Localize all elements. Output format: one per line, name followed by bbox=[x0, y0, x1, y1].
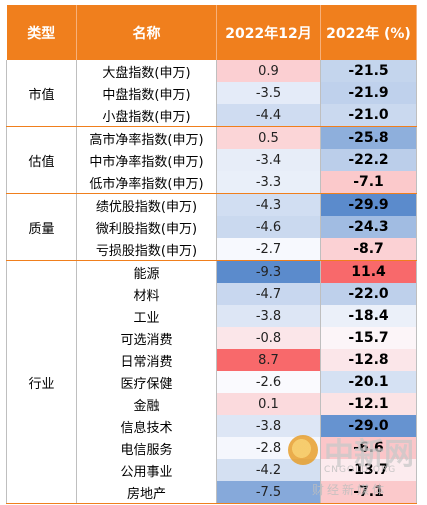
month-return-cell: -4.4 bbox=[216, 104, 321, 127]
year-return-cell: -15.7 bbox=[320, 327, 417, 349]
table-row: 行业 能源 -9.3 11.4 bbox=[6, 260, 417, 504]
table-row: 估值 高市净率指数(申万) 0.5 -25.8 bbox=[6, 126, 417, 194]
index-name-cell: 工业 bbox=[76, 305, 217, 327]
table-body: 市值 大盘指数(申万) 0.9 -21.5 中盘指数(申万) -3.5 -21.9 小盘指数(… bbox=[6, 60, 417, 504]
month-return-cell: -2.8 bbox=[216, 437, 321, 459]
month-return-cell: 0.9 bbox=[216, 60, 321, 82]
year-return-cell: -12.1 bbox=[320, 393, 417, 415]
year-return-cell: -20.1 bbox=[320, 371, 417, 393]
index-name-cell: 高市净率指数(申万) bbox=[76, 126, 217, 149]
table-row: 工业 -3.8 -18.4 bbox=[7, 305, 417, 327]
month-return-cell: -0.8 bbox=[216, 327, 321, 349]
header-year: 2022年 (%) bbox=[320, 5, 417, 60]
category-cell: 质量 bbox=[6, 193, 77, 261]
index-name-cell: 小盘指数(申万) bbox=[76, 104, 217, 127]
year-return-cell: -8.7 bbox=[320, 238, 417, 261]
table-row: 亏损股指数(申万) -2.7 -8.7 bbox=[7, 238, 417, 261]
index-name-cell: 大盘指数(申万) bbox=[76, 60, 217, 82]
index-returns-table: 类型 名称 2022年12月 2022年 (%) 市值 大盘指数(申万) 0.9 -2… bbox=[6, 5, 417, 504]
month-return-cell: -4.7 bbox=[216, 283, 321, 305]
index-name-cell: 金融 bbox=[76, 393, 217, 415]
index-name-cell: 低市净率指数(申万) bbox=[76, 171, 217, 194]
year-return-cell: -12.8 bbox=[320, 349, 417, 371]
header-row: 类型 名称 2022年12月 2022年 (%) bbox=[6, 5, 417, 60]
index-name-cell: 房地产 bbox=[76, 481, 217, 504]
year-return-cell: -6.6 bbox=[320, 437, 417, 459]
table-row: 日常消费 8.7 -12.8 bbox=[7, 349, 417, 371]
table-row: 中盘指数(申万) -3.5 -21.9 bbox=[7, 82, 417, 104]
table-row: 信息技术 -3.8 -29.0 bbox=[7, 415, 417, 437]
index-name-cell: 微利股指数(申万) bbox=[76, 216, 217, 238]
month-return-cell: -3.5 bbox=[216, 82, 321, 104]
month-return-cell: -4.2 bbox=[216, 459, 321, 481]
index-name-cell: 亏损股指数(申万) bbox=[76, 238, 217, 261]
month-return-cell: -3.4 bbox=[216, 149, 321, 171]
table-row: 小盘指数(申万) -4.4 -21.0 bbox=[7, 104, 417, 127]
index-name-cell: 中盘指数(申万) bbox=[76, 82, 217, 104]
table-row: 微利股指数(申万) -4.6 -24.3 bbox=[7, 216, 417, 238]
month-return-cell: -3.3 bbox=[216, 171, 321, 194]
index-name-cell: 可选消费 bbox=[76, 327, 217, 349]
index-name-cell: 材料 bbox=[76, 283, 217, 305]
category-cell: 市值 bbox=[6, 60, 77, 127]
year-return-cell: -21.9 bbox=[320, 82, 417, 104]
table-row: 医疗保健 -2.6 -20.1 bbox=[7, 371, 417, 393]
table-row: 市值 大盘指数(申万) 0.9 -21.5 bbox=[6, 60, 417, 127]
index-name-cell: 能源 bbox=[76, 260, 217, 283]
month-return-cell: -2.6 bbox=[216, 371, 321, 393]
index-name-cell: 电信服务 bbox=[76, 437, 217, 459]
table-row: 公用事业 -4.2 -13.7 bbox=[7, 459, 417, 481]
index-name-cell: 医疗保健 bbox=[76, 371, 217, 393]
table-row: 中市净率指数(申万) -3.4 -22.2 bbox=[7, 149, 417, 171]
table-row: 低市净率指数(申万) -3.3 -7.1 bbox=[7, 171, 417, 194]
month-return-cell: -4.6 bbox=[216, 216, 321, 238]
year-return-cell: -21.5 bbox=[320, 60, 417, 82]
year-return-cell: -7.1 bbox=[320, 481, 417, 504]
table-row: 质量 绩优股指数(申万) -4.3 -29.9 bbox=[6, 193, 417, 261]
category-cell: 行业 bbox=[6, 260, 77, 504]
month-return-cell: -3.8 bbox=[216, 305, 321, 327]
year-return-cell: 11.4 bbox=[320, 260, 417, 283]
month-return-cell: -2.7 bbox=[216, 238, 321, 261]
index-name-cell: 日常消费 bbox=[76, 349, 217, 371]
year-return-cell: -25.8 bbox=[320, 126, 417, 149]
year-return-cell: -13.7 bbox=[320, 459, 417, 481]
month-return-cell: 0.5 bbox=[216, 126, 321, 149]
month-return-cell: 8.7 bbox=[216, 349, 321, 371]
year-return-cell: -22.0 bbox=[320, 283, 417, 305]
month-return-cell: 0.1 bbox=[216, 393, 321, 415]
index-name-cell: 公用事业 bbox=[76, 459, 217, 481]
header-type: 类型 bbox=[6, 5, 77, 60]
year-return-cell: -29.9 bbox=[320, 193, 417, 216]
year-return-cell: -21.0 bbox=[320, 104, 417, 127]
year-return-cell: -22.2 bbox=[320, 149, 417, 171]
year-return-cell: -7.1 bbox=[320, 171, 417, 194]
header-month: 2022年12月 bbox=[216, 5, 321, 60]
index-name-cell: 信息技术 bbox=[76, 415, 217, 437]
month-return-cell: -3.8 bbox=[216, 415, 321, 437]
index-name-cell: 中市净率指数(申万) bbox=[76, 149, 217, 171]
month-return-cell: -4.3 bbox=[216, 193, 321, 216]
year-return-cell: -18.4 bbox=[320, 305, 417, 327]
month-return-cell: -9.3 bbox=[216, 260, 321, 283]
table-row: 房地产 -7.5 -7.1 bbox=[7, 481, 417, 504]
category-cell: 估值 bbox=[6, 126, 77, 194]
index-name-cell: 绩优股指数(申万) bbox=[76, 193, 217, 216]
year-return-cell: -29.0 bbox=[320, 415, 417, 437]
table-row: 材料 -4.7 -22.0 bbox=[7, 283, 417, 305]
year-return-cell: -24.3 bbox=[320, 216, 417, 238]
header-name: 名称 bbox=[76, 5, 217, 60]
table-row: 金融 0.1 -12.1 bbox=[7, 393, 417, 415]
table-row: 可选消费 -0.8 -15.7 bbox=[7, 327, 417, 349]
month-return-cell: -7.5 bbox=[216, 481, 321, 504]
